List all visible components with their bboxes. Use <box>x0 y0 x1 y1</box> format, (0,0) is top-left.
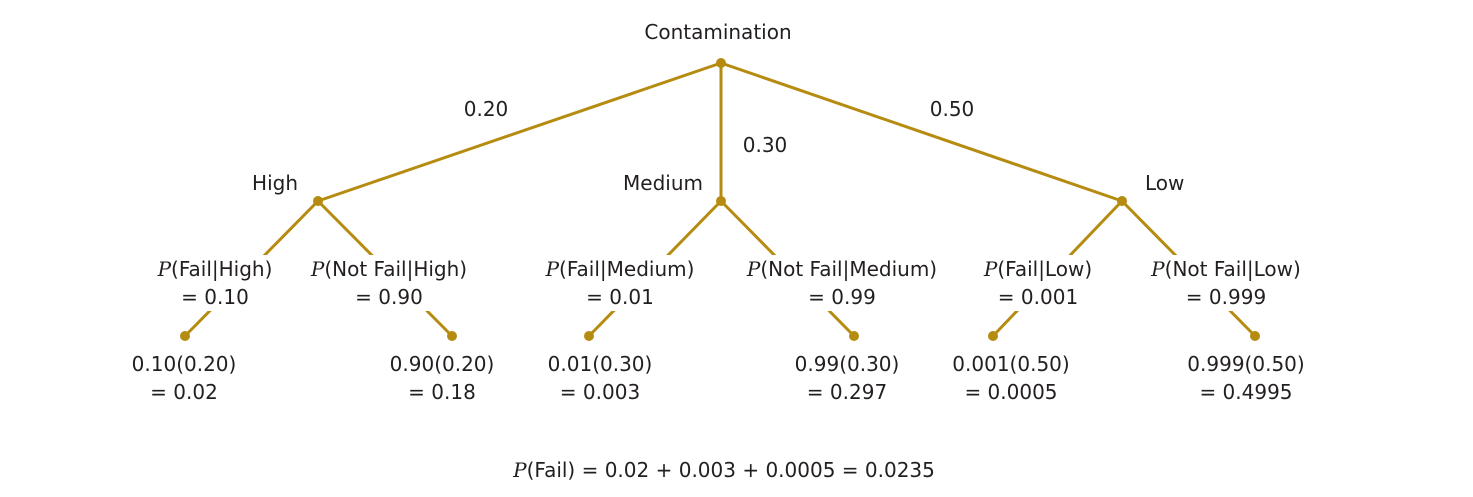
edge-root-low <box>719 61 1124 203</box>
result-medium-fail: 0.01(0.30) = 0.003 <box>543 350 657 406</box>
result-low-fail: 0.001(0.50) = 0.0005 <box>948 350 1074 406</box>
cond-high-notfail: P(Not Fail|High) = 0.90 <box>306 255 472 311</box>
p-symbol: P <box>513 458 527 482</box>
cond-medium-fail: P(Fail|Medium) = 0.01 <box>541 255 699 311</box>
cond-medium-notfail: P(Not Fail|Medium) = 0.99 <box>742 255 942 311</box>
label-low: Low <box>1145 171 1185 195</box>
p-symbol: P <box>157 257 172 281</box>
prob-high: 0.20 <box>463 97 509 121</box>
node-root <box>716 58 726 68</box>
result-medium-notfail: 0.99(0.30) = 0.297 <box>790 350 904 406</box>
p-symbol: P <box>545 257 560 281</box>
result-high-fail: 0.10(0.20) = 0.02 <box>127 350 241 406</box>
node-high <box>313 196 323 206</box>
p-symbol: P <box>1151 257 1165 281</box>
node-medium-fail <box>584 331 594 341</box>
root-label: Contamination <box>644 20 792 44</box>
node-medium-notfail <box>849 331 859 341</box>
label-high: High <box>252 171 298 195</box>
prob-low: 0.50 <box>929 97 975 121</box>
result-high-notfail: 0.90(0.20) = 0.18 <box>385 350 499 406</box>
cond-low-notfail: P(Not Fail|Low) = 0.999 <box>1147 255 1305 311</box>
cond-low-fail: P(Fail|Low) = 0.001 <box>979 255 1097 311</box>
prob-medium: 0.30 <box>742 133 788 157</box>
p-symbol: P <box>746 257 761 281</box>
node-medium <box>716 196 726 206</box>
p-symbol: P <box>310 257 325 281</box>
node-low-fail <box>988 331 998 341</box>
node-high-notfail <box>447 331 457 341</box>
edge-root-high <box>316 61 723 203</box>
p-symbol: P <box>983 257 998 281</box>
cond-high-fail: P(Fail|High) = 0.10 <box>153 255 277 311</box>
node-low-notfail <box>1250 331 1260 341</box>
total-fail-probability: P(Fail) = 0.02 + 0.003 + 0.0005 = 0.0235 <box>513 458 935 482</box>
result-low-notfail: 0.999(0.50) = 0.4995 <box>1183 350 1309 406</box>
label-medium: Medium <box>623 171 703 195</box>
node-high-fail <box>180 331 190 341</box>
node-low <box>1117 196 1127 206</box>
